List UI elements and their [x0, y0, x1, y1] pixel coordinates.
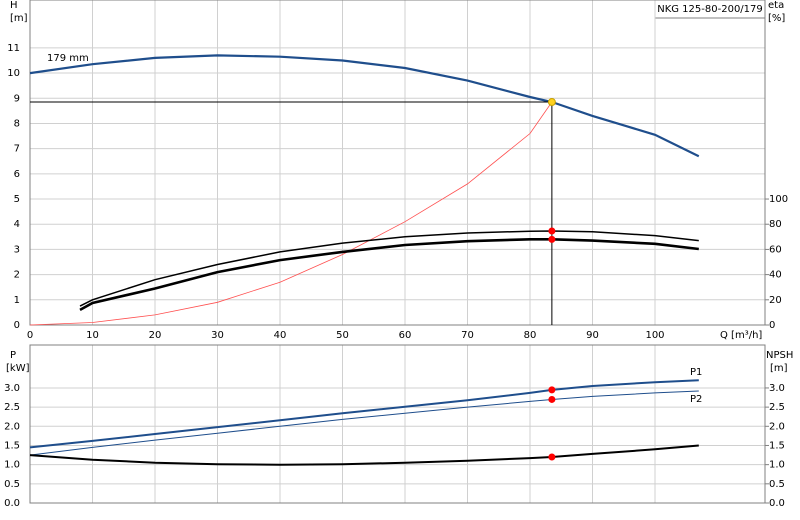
x-tick-label: 90: [586, 330, 599, 341]
x-axis-label: Q [m³/h]: [720, 330, 762, 341]
x-tick-label: 30: [211, 330, 224, 341]
y-tick-label: 0: [14, 320, 20, 331]
duty-point: [548, 453, 556, 461]
plot-frame: [29, 344, 766, 504]
series-label: P2: [690, 394, 702, 405]
y-tick-label: 2: [14, 270, 20, 281]
y2-tick-label: 1.0: [769, 460, 785, 471]
y-tick-label: 3.0: [4, 383, 20, 394]
y-tick-label: 6: [14, 169, 20, 180]
y-tick-label: 1.5: [4, 440, 20, 451]
curve: [29, 390, 699, 456]
y-tick-label: 1.0: [4, 460, 20, 471]
y2-tick-label: 0.0: [769, 498, 785, 509]
curve: [29, 101, 553, 326]
chart-title: NKG 125-80-200/179: [657, 4, 763, 15]
x-tick-label: 70: [461, 330, 474, 341]
y2-tick-label: 0: [769, 320, 775, 331]
y-tick-label: 2.5: [4, 402, 20, 413]
y2-tick-label: 40: [769, 270, 782, 281]
curve: [29, 444, 699, 466]
y2-axis-unit: [m]: [770, 363, 788, 374]
series-label: P1: [690, 367, 702, 378]
x-tick-label: 80: [524, 330, 537, 341]
y2-tick-label: 0.5: [769, 479, 785, 490]
curve: [79, 230, 699, 307]
curve: [29, 54, 700, 158]
duty-point: [548, 386, 556, 394]
duty-point: [548, 227, 556, 235]
x-tick-label: 60: [399, 330, 412, 341]
y2-tick-label: 100: [769, 194, 788, 205]
x-tick-label: 50: [336, 330, 349, 341]
y2-tick-label: 2.5: [769, 402, 785, 413]
y2-tick-label: 1.5: [769, 440, 785, 451]
y-axis-label: H: [10, 0, 18, 11]
y-axis-unit: [kW]: [6, 363, 30, 374]
y2-axis-unit: [%]: [768, 13, 785, 24]
y2-tick-label: 60: [769, 244, 782, 255]
y-tick-label: 7: [14, 144, 20, 155]
y-tick-label: 0.5: [4, 479, 20, 490]
series-label: 179 mm: [47, 53, 89, 64]
y-tick-label: 0.0: [4, 498, 20, 509]
curve: [29, 379, 699, 449]
y2-axis-label: eta: [768, 0, 784, 11]
duty-point: [547, 98, 556, 107]
x-tick-label: 40: [274, 330, 287, 341]
y2-tick-label: 20: [769, 295, 782, 306]
x-tick-label: 10: [86, 330, 99, 341]
y2-tick-label: 3.0: [769, 383, 785, 394]
y-tick-label: 2.0: [4, 421, 20, 432]
y2-axis-label: NPSH: [766, 350, 793, 361]
x-tick-label: 0: [27, 330, 33, 341]
y-tick-label: 5: [14, 194, 20, 205]
duty-point: [548, 395, 556, 403]
x-tick-label: 100: [645, 330, 664, 341]
y-tick-label: 3: [14, 244, 20, 255]
y2-tick-label: 80: [769, 219, 782, 230]
curve: [79, 238, 699, 312]
y-tick-label: 4: [14, 219, 20, 230]
plot-frame: [29, 0, 766, 326]
x-tick-label: 20: [149, 330, 162, 341]
y-tick-label: 10: [7, 68, 20, 79]
y-axis-unit: [m]: [10, 13, 28, 24]
duty-point: [548, 235, 556, 243]
y-tick-label: 8: [14, 118, 20, 129]
y-tick-label: 1: [14, 295, 20, 306]
y-tick-label: 11: [7, 43, 20, 54]
y-axis-label: P: [10, 350, 16, 361]
y-tick-label: 9: [14, 93, 20, 104]
y2-tick-label: 2.0: [769, 421, 785, 432]
